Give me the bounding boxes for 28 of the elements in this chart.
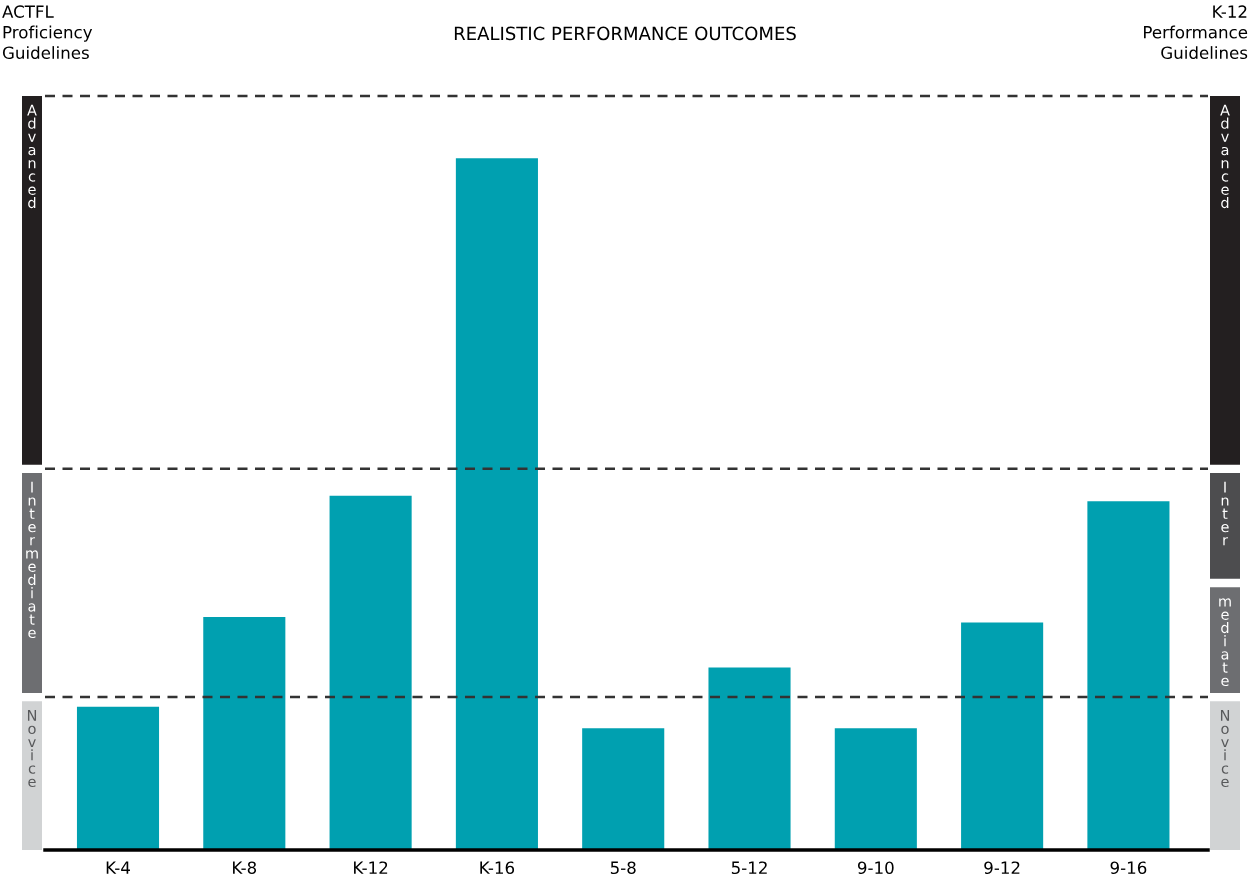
- text: K-12 Performance Guidelines: [1144, 5, 1248, 60]
- bar: [76, 706, 160, 850]
- chart-title: REALISTIC PERFORMANCE OUTCOMES: [454, 26, 796, 41]
- x-tick-label: K-8: [233, 861, 257, 875]
- text: mediate: [1219, 598, 1231, 687]
- text: Intermediate: [26, 481, 38, 639]
- x-tick-label: 9-12: [984, 861, 1020, 875]
- text: Inter: [1221, 481, 1229, 546]
- bar: [582, 728, 665, 850]
- bar: [203, 616, 286, 850]
- bar: [834, 728, 917, 850]
- bar: [708, 667, 791, 850]
- text: ACTFL Proficiency Guidelines: [2, 5, 93, 60]
- bar: [455, 158, 538, 850]
- bar: [1087, 501, 1170, 850]
- text: Novice: [27, 710, 37, 787]
- text: Advanced: [1220, 104, 1230, 209]
- x-tick-label: K-12: [354, 861, 388, 874]
- bar: [961, 622, 1044, 850]
- bar: [329, 495, 412, 850]
- text: Advanced: [27, 104, 37, 209]
- x-tick-label: 9-16: [1110, 861, 1147, 875]
- x-tick-label: 5-8: [610, 861, 636, 875]
- x-tick-label: K-4: [106, 861, 130, 874]
- x-tick-label: 5-12: [731, 861, 767, 875]
- x-tick-label: K-16: [480, 861, 515, 875]
- x-tick-label: 9-10: [857, 861, 894, 875]
- text: Novice: [1220, 710, 1230, 787]
